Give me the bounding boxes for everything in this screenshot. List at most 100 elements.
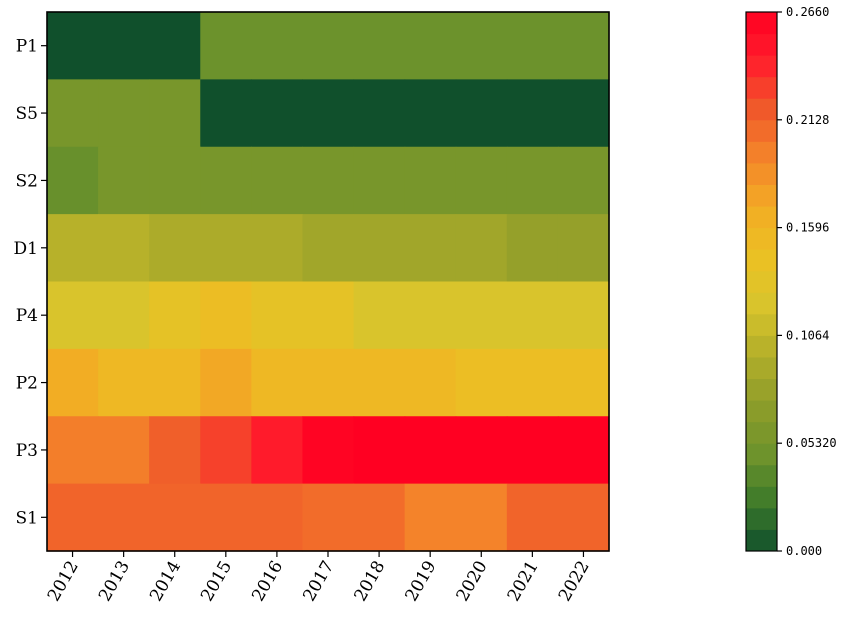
heatmap-cell xyxy=(98,281,150,350)
y-tick-label: S5 xyxy=(16,104,38,124)
heatmap-cell xyxy=(455,281,508,350)
heatmap-cell xyxy=(302,281,355,350)
x-tick-label: 2013 xyxy=(95,558,134,605)
heatmap-cell xyxy=(404,416,457,485)
heatmap-cell xyxy=(149,281,201,350)
colorbar-band xyxy=(746,227,777,250)
heatmap-cell xyxy=(404,12,457,80)
y-axis: P1 S5 S2 D1 P4 P2 P3 S1 xyxy=(14,37,47,528)
heatmap-cell xyxy=(455,146,508,215)
heatmap-cell xyxy=(353,12,406,80)
heatmap-cell xyxy=(200,79,252,148)
y-tick-label: P2 xyxy=(16,374,38,394)
heatmap-cell xyxy=(200,483,252,552)
colorbar-band xyxy=(746,421,777,444)
colorbar-band xyxy=(746,98,777,121)
heatmap-cell xyxy=(557,146,610,215)
heatmap-cell xyxy=(149,348,201,417)
heatmap-cell xyxy=(251,281,304,350)
heatmap-cell xyxy=(149,146,201,215)
colorbar-band xyxy=(746,378,777,401)
heatmap-cell xyxy=(404,483,457,552)
x-tick-label: 2021 xyxy=(504,558,543,605)
colorbar: 0.000 0.05320 0.1064 0.1596 0.2128 0.2660 xyxy=(745,5,837,558)
heatmap-cell xyxy=(302,79,355,148)
heatmap-cell xyxy=(200,146,252,215)
heatmap-cell xyxy=(404,79,457,148)
colorbar-band xyxy=(746,249,777,272)
heatmap-cell xyxy=(557,281,610,350)
heatmap-cell xyxy=(251,416,304,485)
heatmap-cell xyxy=(404,146,457,215)
heatmap-cell xyxy=(353,416,406,485)
heatmap-cell xyxy=(251,79,304,148)
heatmap-cell xyxy=(302,146,355,215)
heatmap-cell xyxy=(47,214,99,283)
heatmap-cell xyxy=(506,348,559,417)
heatmap-cell xyxy=(251,214,304,283)
heatmap-cell xyxy=(455,416,508,485)
x-tick-label: 2022 xyxy=(555,558,594,605)
heatmap-cell xyxy=(47,79,99,148)
heatmap-cell xyxy=(353,79,406,148)
heatmap-cell xyxy=(302,483,355,552)
heatmap-cell xyxy=(506,146,559,215)
heatmap-cell xyxy=(47,12,99,80)
heatmap-cell xyxy=(353,146,406,215)
y-tick-label: P1 xyxy=(16,37,38,57)
heatmap-cell xyxy=(506,214,559,283)
heatmap-cell xyxy=(251,348,304,417)
heatmap-cell xyxy=(149,79,201,148)
heatmap-cell xyxy=(506,416,559,485)
colorbar-band xyxy=(746,313,777,336)
heatmap-cell xyxy=(149,416,201,485)
colorbar-tick-label: 0.1064 xyxy=(786,328,829,342)
x-tick-label: 2014 xyxy=(146,558,185,605)
heatmap-cell xyxy=(557,416,610,485)
heatmap-cell xyxy=(251,146,304,215)
heatmap-cell xyxy=(506,483,559,552)
colorbar-tick-label: 0.2128 xyxy=(786,113,829,127)
heatmap-cell xyxy=(506,281,559,350)
heatmap-cell xyxy=(98,12,150,80)
x-tick-label: 2019 xyxy=(402,558,441,605)
heatmap-cell xyxy=(404,348,457,417)
colorbar-band xyxy=(746,292,777,315)
colorbar-band xyxy=(746,507,777,530)
heatmap-cell xyxy=(506,12,559,80)
heatmap-cell xyxy=(557,214,610,283)
heatmap-cell xyxy=(455,348,508,417)
colorbar-tick-label: 0.2660 xyxy=(786,5,829,19)
heatmap-cell xyxy=(47,416,99,485)
y-tick-label: D1 xyxy=(14,239,38,259)
x-tick-label: 2015 xyxy=(197,558,236,605)
y-tick-label: S1 xyxy=(16,508,38,528)
heatmap-cell xyxy=(455,79,508,148)
colorbar-band xyxy=(746,162,777,185)
colorbar-band xyxy=(746,76,777,99)
heatmap-cell xyxy=(557,348,610,417)
heatmap-cell xyxy=(302,348,355,417)
heatmap-cell xyxy=(302,214,355,283)
colorbar-band xyxy=(746,270,777,293)
heatmap-cell xyxy=(455,483,508,552)
heatmap-cell xyxy=(404,281,457,350)
heatmap-cell xyxy=(200,281,252,350)
y-tick-label: P4 xyxy=(16,306,38,326)
heatmap-cell xyxy=(47,281,99,350)
x-axis: 2012 2013 2014 2015 2016 2017 2018 2019 2020 2021… xyxy=(44,551,594,605)
heatmap-cell xyxy=(200,416,252,485)
heatmap-cell xyxy=(200,348,252,417)
x-tick-label: 2012 xyxy=(44,558,83,605)
heatmap-cell xyxy=(404,214,457,283)
heatmap-cell xyxy=(251,12,304,80)
heatmap-cells xyxy=(47,12,610,552)
colorbar-band xyxy=(746,356,777,380)
y-tick-label: S2 xyxy=(16,171,38,191)
heatmap-cell xyxy=(149,214,201,283)
heatmap-cell xyxy=(200,12,252,80)
heatmap-cell xyxy=(47,146,99,215)
heatmap-cell xyxy=(506,79,559,148)
colorbar-band xyxy=(746,464,777,487)
heatmap-cell xyxy=(353,281,406,350)
